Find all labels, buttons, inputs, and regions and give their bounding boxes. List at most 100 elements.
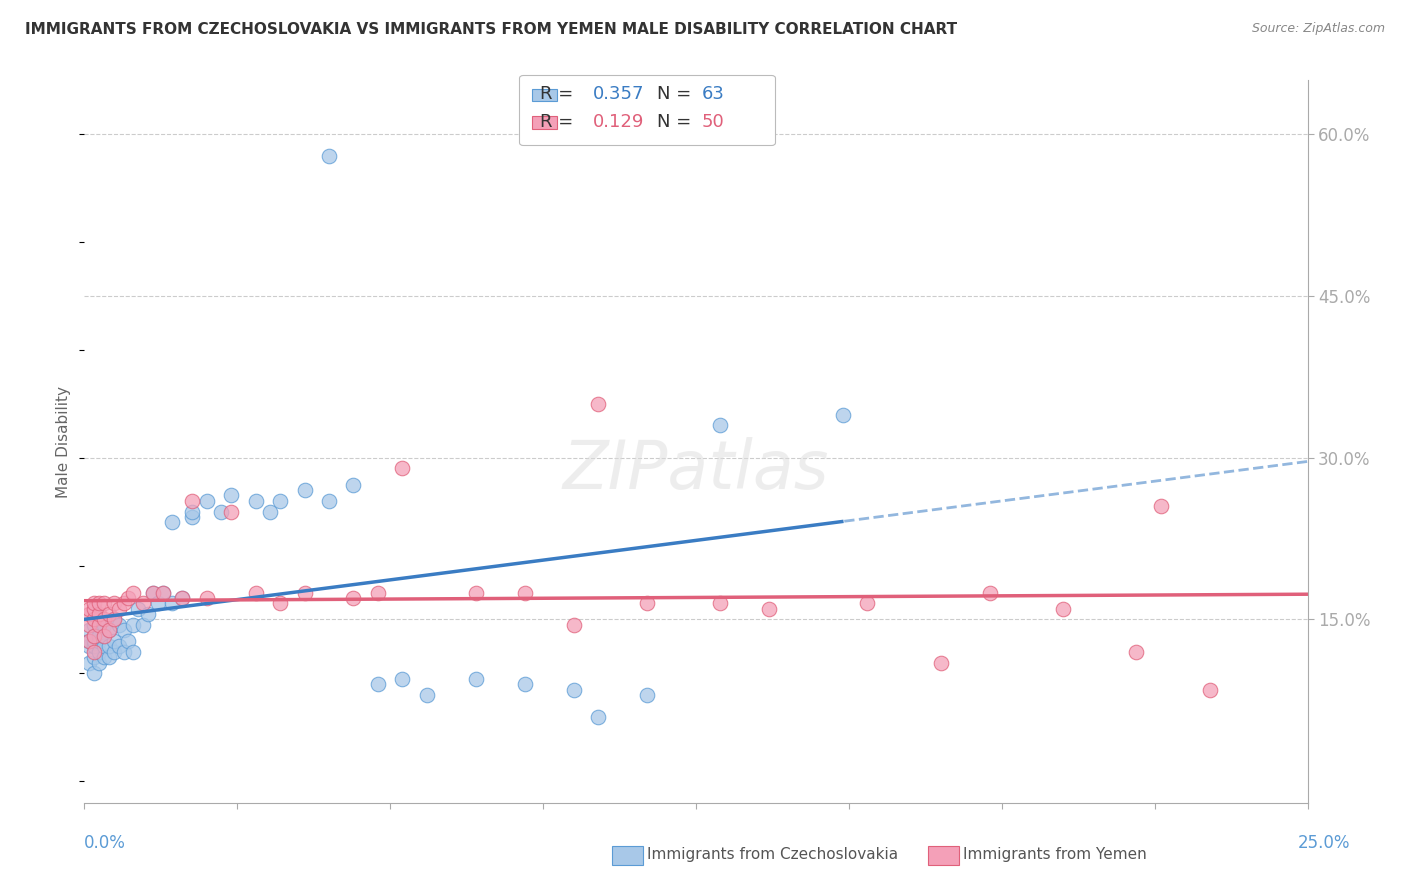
Text: 0.129: 0.129 [593, 113, 645, 131]
Point [83, 634, 105, 648]
Point [132, 618, 155, 632]
Point [162, 596, 184, 610]
Point [513, 677, 536, 691]
Point [464, 585, 486, 599]
Legend:                                   ,                                   : , [519, 75, 775, 145]
Point [856, 596, 879, 610]
Point [93, 596, 115, 610]
Point [464, 672, 486, 686]
Point [87, 612, 110, 626]
Point [77, 640, 100, 654]
Point [709, 418, 731, 433]
Y-axis label: Male Disability: Male Disability [56, 385, 72, 498]
Point [269, 493, 291, 508]
Point [416, 688, 439, 702]
Point [142, 585, 165, 599]
Point [1198, 682, 1220, 697]
Text: Source: ZipAtlas.com: Source: ZipAtlas.com [1251, 22, 1385, 36]
Point [209, 505, 232, 519]
Point [245, 493, 267, 508]
Point [87, 634, 110, 648]
Point [219, 505, 242, 519]
Text: R =: R = [540, 85, 574, 103]
Point [83, 640, 105, 654]
Point [172, 591, 194, 605]
Point [294, 585, 316, 599]
Point [219, 488, 242, 502]
Point [181, 505, 204, 519]
Text: 50: 50 [702, 113, 724, 131]
Text: R =: R = [540, 113, 574, 131]
Point [122, 585, 145, 599]
Point [636, 688, 658, 702]
Point [103, 634, 125, 648]
Point [586, 397, 609, 411]
Point [122, 618, 145, 632]
Point [342, 477, 364, 491]
Point [83, 601, 105, 615]
Point [195, 591, 218, 605]
Point [83, 629, 105, 643]
Point [77, 607, 100, 621]
Point [83, 596, 105, 610]
Point [93, 629, 115, 643]
Point [127, 601, 149, 615]
Text: N =: N = [657, 113, 690, 131]
Text: ZIPatlas: ZIPatlas [562, 437, 830, 503]
Point [97, 607, 120, 621]
Point [709, 596, 731, 610]
Point [136, 607, 159, 621]
Point [758, 601, 780, 615]
Text: N =: N = [657, 85, 690, 103]
Point [93, 650, 115, 665]
Text: IMMIGRANTS FROM CZECHOSLOVAKIA VS IMMIGRANTS FROM YEMEN MALE DISABILITY CORRELAT: IMMIGRANTS FROM CZECHOSLOVAKIA VS IMMIGR… [25, 22, 957, 37]
Point [112, 596, 135, 610]
Point [103, 612, 125, 626]
Point [77, 618, 100, 632]
Point [77, 634, 100, 648]
Point [367, 585, 389, 599]
Point [181, 510, 204, 524]
Point [83, 612, 105, 626]
Text: Immigrants from Yemen: Immigrants from Yemen [963, 847, 1147, 862]
Point [93, 640, 115, 654]
Point [97, 624, 120, 638]
Point [93, 629, 115, 643]
Point [1125, 645, 1147, 659]
Point [77, 634, 100, 648]
Point [586, 709, 609, 723]
Text: 25.0%: 25.0% [1298, 834, 1350, 852]
Point [103, 645, 125, 659]
Point [87, 596, 110, 610]
Point [162, 516, 184, 530]
Point [367, 677, 389, 691]
Point [318, 149, 340, 163]
Point [195, 493, 218, 508]
Point [97, 640, 120, 654]
Point [87, 607, 110, 621]
Point [391, 461, 413, 475]
Point [87, 629, 110, 643]
Point [107, 601, 129, 615]
Point [103, 596, 125, 610]
Point [87, 645, 110, 659]
Point [831, 408, 853, 422]
Text: Immigrants from Czechoslovakia: Immigrants from Czechoslovakia [647, 847, 898, 862]
Point [83, 618, 105, 632]
Point [112, 624, 135, 638]
Point [1150, 500, 1173, 514]
Point [259, 505, 281, 519]
Point [152, 585, 174, 599]
Point [77, 656, 100, 670]
Point [636, 596, 658, 610]
Point [87, 656, 110, 670]
Point [77, 601, 100, 615]
Point [112, 645, 135, 659]
Point [513, 585, 536, 599]
Point [929, 656, 952, 670]
Point [122, 645, 145, 659]
Point [83, 666, 105, 681]
Point [294, 483, 316, 497]
Point [132, 596, 155, 610]
Point [83, 645, 105, 659]
